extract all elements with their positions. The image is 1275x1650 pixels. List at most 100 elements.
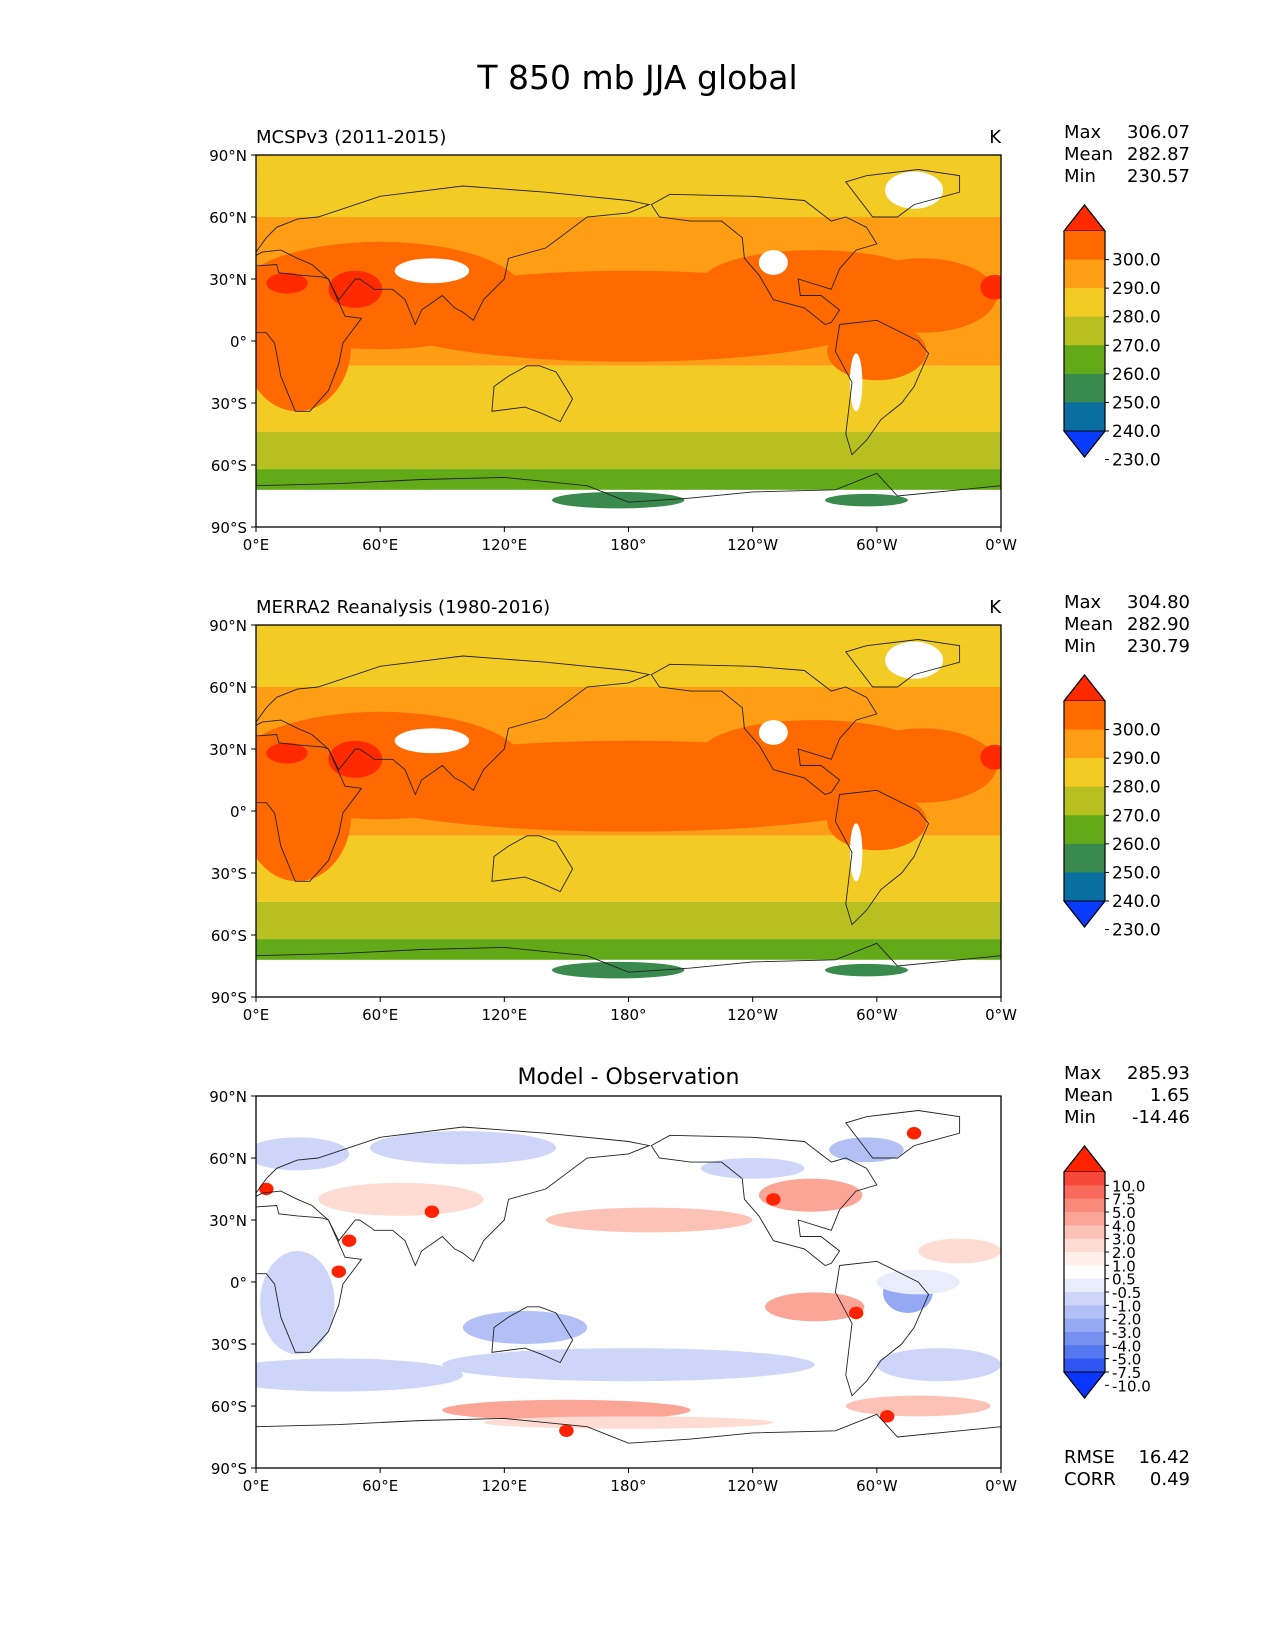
colorbar-segment [1064, 1185, 1105, 1200]
strong-warm-anomaly [848, 1306, 864, 1320]
colorbar-segment [1064, 1172, 1105, 1186]
coastline [256, 1413, 1001, 1468]
coastline [845, 639, 961, 688]
warm-anomaly [545, 1207, 753, 1233]
extra-stat-value: 16.42 [1138, 1447, 1190, 1468]
field-band [256, 431, 1001, 449]
lon-tick-label: 60°E [362, 1006, 398, 1024]
lat-tick-label: 90°N [209, 617, 247, 635]
coastline [650, 1134, 878, 1267]
colorbar-tick-label: 270.0 [1112, 336, 1161, 356]
stat-value: 282.90 [1127, 614, 1190, 635]
colorbar-tick-label: 280.0 [1112, 778, 1161, 798]
missing-greenland [885, 641, 944, 679]
coastline [256, 942, 1001, 997]
colorbar-tick-label: 240.0 [1112, 422, 1161, 442]
stat-value: 230.57 [1127, 166, 1190, 187]
coastline [256, 734, 363, 882]
lon-tick-label: 180° [610, 536, 646, 554]
field-band [256, 448, 1001, 470]
cool-anomaly [700, 1158, 805, 1179]
lat-tick-label: 60°N [209, 1150, 247, 1168]
lon-tick-label: 0°E [243, 1477, 270, 1495]
panel-left-title: MCSPv3 (2011-2015) [256, 127, 446, 148]
colorbar-tick-label: 270.0 [1112, 806, 1161, 826]
lat-tick-label: 90°S [211, 989, 247, 1007]
colorbar-tick-label: 260.0 [1112, 365, 1161, 385]
stat-label: Mean [1064, 1085, 1113, 1106]
coastline [256, 185, 651, 326]
colorbar-segment [1064, 288, 1105, 318]
colorbar-segment [1064, 1332, 1105, 1346]
colorbar-extend-min [1062, 1371, 1107, 1399]
stat-value: 1.65 [1150, 1085, 1190, 1106]
warm-region-south-america [827, 322, 927, 381]
hot-region-north-africa [266, 272, 308, 294]
hot-region-arabia [328, 270, 383, 308]
colorbar-segment [1064, 373, 1105, 404]
missing-tibet [394, 258, 470, 284]
lon-tick-label: 120°E [482, 1477, 528, 1495]
colorbar-segment [1064, 815, 1105, 845]
colorbar-segment [1064, 316, 1105, 346]
colorbar-tick-label: 300.0 [1112, 251, 1161, 271]
colorbar-segment [1064, 345, 1105, 375]
colorbar-tick-label: 250.0 [1112, 863, 1161, 883]
lat-tick-label: 60°S [211, 1398, 247, 1416]
stat-label: Max [1064, 1063, 1102, 1084]
colorbar-segment [1064, 1305, 1105, 1320]
colorbar-segment [1064, 1278, 1105, 1293]
field-band [256, 403, 1001, 432]
stat-value: 304.80 [1127, 592, 1190, 613]
stat-label: Max [1064, 592, 1102, 613]
lat-tick-label: 30°N [209, 741, 247, 759]
warm-anomaly [442, 1399, 691, 1421]
lon-tick-label: 60°W [856, 1477, 898, 1495]
coastline [256, 655, 651, 796]
warm-anomaly [845, 1395, 991, 1417]
coastline [834, 789, 930, 926]
coastline [834, 1260, 930, 1397]
colorbar-segment [1064, 231, 1105, 261]
lon-tick-label: 60°W [856, 1006, 898, 1024]
colorbar-segment [1064, 1252, 1105, 1266]
cold-region-ross [551, 491, 685, 509]
panel-2: 90°N 60°N 30°N 0° 30°S 60°S 90°S0°E 60°E 120°E 18… [209, 592, 1190, 1024]
missing-rockies [758, 720, 788, 745]
colorbar-segment [1064, 786, 1105, 816]
lat-tick-label: 0° [230, 333, 247, 351]
colorbar-tick-label: 280.0 [1112, 308, 1161, 328]
coastline [256, 472, 1001, 527]
cold-region-weddell [825, 963, 908, 977]
colorbar-tick-label: 10.0 [1112, 1177, 1145, 1195]
lat-tick-label: 30°S [211, 395, 247, 413]
colorbar-tick-label: -5.0 [1112, 1351, 1141, 1369]
colorbar-segment [1064, 1198, 1105, 1213]
lat-tick-label: 0° [230, 1274, 247, 1292]
strong-warm-anomaly [906, 1127, 922, 1140]
colorbar-segment [1064, 1225, 1105, 1240]
coastline [491, 365, 574, 423]
missing-greenland [885, 171, 944, 209]
stat-label: Min [1064, 636, 1096, 657]
coastline [650, 663, 878, 796]
colorbar-segment [1064, 1358, 1105, 1373]
colorbar-segment [1064, 1345, 1105, 1360]
stat-value: 282.87 [1127, 144, 1190, 165]
hot-region-sahara [980, 274, 1001, 300]
cold-region-ross [551, 961, 685, 979]
strong-warm-anomaly [879, 1410, 895, 1423]
colorbar-tick-label: 0.5 [1112, 1271, 1136, 1289]
map-field [256, 155, 1001, 527]
warm-region-atlantic [847, 728, 997, 803]
colorbar-tick-label: -2.0 [1112, 1311, 1141, 1329]
strong-warm-anomaly [559, 1424, 574, 1438]
lat-tick-label: 90°N [209, 1088, 247, 1106]
coastline [491, 1306, 574, 1364]
colorbar-tick-label: -4.0 [1112, 1337, 1141, 1355]
hot-region-arabia [328, 740, 383, 778]
colorbar-tick-label: -3.0 [1112, 1324, 1141, 1342]
colorbar-segment [1064, 758, 1105, 788]
panel-units: K [989, 597, 1002, 618]
